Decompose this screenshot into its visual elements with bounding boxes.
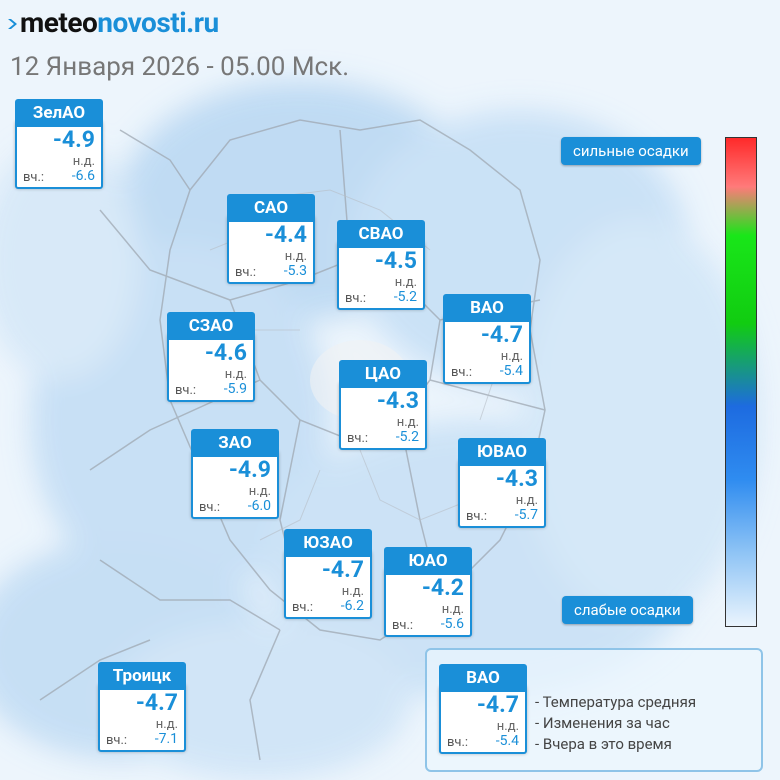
district-change: н.д. xyxy=(496,719,519,734)
yesterday-label: вч.: xyxy=(235,265,257,280)
district-card-szao[interactable]: СЗАО -4.6 н.д. вч.: -5.9 xyxy=(167,312,255,402)
strong-precip-label: сильные осадки xyxy=(561,137,701,165)
yesterday-label: вч.: xyxy=(23,170,45,185)
yesterday-value: -5.2 xyxy=(395,429,419,445)
district-name: САО xyxy=(227,194,315,222)
yesterday-label: вч.: xyxy=(466,509,488,524)
legend-list: - Температура средняя - Изменения за час… xyxy=(535,692,696,755)
brand-name-part2: novosti.ru xyxy=(97,6,219,39)
yesterday-value: -5.2 xyxy=(393,289,417,305)
yesterday-value: -7.1 xyxy=(154,731,178,747)
district-change: н.д. xyxy=(224,367,247,382)
district-name: ЮАО xyxy=(384,547,472,575)
district-change: н.д. xyxy=(394,275,417,290)
district-temp: -4.7 xyxy=(476,691,519,718)
yesterday-value: -5.6 xyxy=(440,616,464,632)
district-temp: -4.2 xyxy=(421,574,464,601)
district-name: ЗАО xyxy=(191,429,279,457)
logo-chevron-icon xyxy=(8,19,17,29)
district-change: н.д. xyxy=(500,349,523,364)
district-card-zao[interactable]: ЗАО -4.9 н.д. вч.: -6.0 xyxy=(191,429,279,519)
district-change: н.д. xyxy=(284,249,307,264)
district-temp: -4.7 xyxy=(135,689,178,716)
yesterday-value: -6.6 xyxy=(71,168,95,184)
yesterday-label: вч.: xyxy=(347,431,369,446)
district-name: СВАО xyxy=(337,220,425,248)
district-card-svao[interactable]: СВАО -4.5 н.д. вч.: -5.2 xyxy=(337,220,425,310)
district-name: ЮЗАО xyxy=(284,529,372,557)
district-card-vao[interactable]: ВАО -4.7 н.д. вч.: -5.4 xyxy=(443,294,531,384)
district-change: н.д. xyxy=(155,717,178,732)
district-change: н.д. xyxy=(441,602,464,617)
district-temp: -4.6 xyxy=(204,339,247,366)
district-name: ВАО xyxy=(443,294,531,322)
district-temp: -4.3 xyxy=(495,465,538,492)
yesterday-value: -5.4 xyxy=(499,363,523,379)
district-card-yuzao[interactable]: ЮЗАО -4.7 н.д. вч.: -6.2 xyxy=(284,529,372,619)
district-card-zelao[interactable]: ЗелАО -4.9 н.д. вч.: -6.6 xyxy=(15,99,103,189)
district-temp: -4.5 xyxy=(374,247,417,274)
district-temp: -4.9 xyxy=(228,456,271,483)
yesterday-value: -5.7 xyxy=(514,507,538,523)
yesterday-label: вч.: xyxy=(175,383,197,398)
district-name: Троицк xyxy=(98,662,186,690)
district-change: н.д. xyxy=(341,584,364,599)
district-temp: -4.4 xyxy=(264,221,307,248)
district-card-cao[interactable]: ЦАО -4.3 н.д. вч.: -5.2 xyxy=(339,360,427,450)
district-card-sao[interactable]: САО -4.4 н.д. вч.: -5.3 xyxy=(227,194,315,284)
district-name: ЗелАО xyxy=(15,99,103,127)
district-card-troitsk[interactable]: Троицк -4.7 н.д. вч.: -7.1 xyxy=(98,662,186,752)
yesterday-value: -5.3 xyxy=(283,263,307,279)
district-card-yuvao[interactable]: ЮВАО -4.3 н.д. вч.: -5.7 xyxy=(458,438,546,528)
yesterday-label: вч.: xyxy=(447,735,469,750)
brand-name-part1: meteo xyxy=(20,6,98,39)
yesterday-label: вч.: xyxy=(451,365,473,380)
district-change: н.д. xyxy=(515,493,538,508)
district-change: н.д. xyxy=(396,415,419,430)
district-temp: -4.3 xyxy=(376,387,419,414)
yesterday-value: -6.0 xyxy=(247,498,271,514)
yesterday-label: вч.: xyxy=(106,733,128,748)
yesterday-label: вч.: xyxy=(345,291,367,306)
district-name: ЮВАО xyxy=(458,438,546,466)
brand-logo: meteonovosti.ru xyxy=(8,6,219,39)
district-change: н.д. xyxy=(248,484,271,499)
district-temp: -4.7 xyxy=(321,556,364,583)
district-name: СЗАО xyxy=(167,312,255,340)
legend-box: ВАО -4.7 н.д. вч.: -5.4 - Температура ср… xyxy=(425,648,763,772)
precipitation-scale xyxy=(725,137,757,627)
district-card-yuao[interactable]: ЮАО -4.2 н.д. вч.: -5.6 xyxy=(384,547,472,637)
legend-item-hourly-change: - Изменения за час xyxy=(535,714,670,732)
district-name: ВАО xyxy=(439,664,527,692)
yesterday-value: -6.2 xyxy=(340,598,364,614)
weak-precip-label: слабые осадки xyxy=(562,596,693,624)
yesterday-value: -5.9 xyxy=(223,381,247,397)
district-change: н.д. xyxy=(72,154,95,169)
yesterday-label: вч.: xyxy=(199,500,221,515)
district-temp: -4.9 xyxy=(52,126,95,153)
legend-sample-card: ВАО -4.7 н.д. вч.: -5.4 xyxy=(439,664,527,754)
yesterday-label: вч.: xyxy=(292,600,314,615)
legend-item-avg-temp: - Температура средняя xyxy=(535,693,697,711)
legend-item-yesterday: - Вчера в это время xyxy=(535,735,672,753)
yesterday-value: -5.4 xyxy=(495,733,519,749)
district-temp: -4.7 xyxy=(480,321,523,348)
district-name: ЦАО xyxy=(339,360,427,388)
forecast-date: 12 Января 2026 - 05.00 Мск. xyxy=(10,52,350,82)
yesterday-label: вч.: xyxy=(392,618,414,633)
